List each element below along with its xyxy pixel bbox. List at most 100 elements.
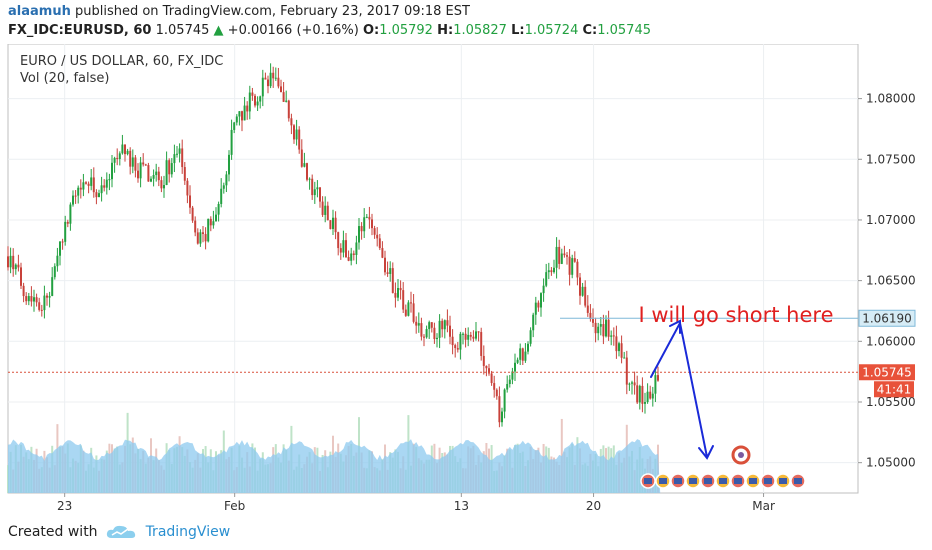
time-axis[interactable]: 23 Feb 13 20 Mar [57,493,775,513]
candle-body [139,162,142,179]
candle-body [368,216,371,220]
x-tick-label: 20 [586,499,601,513]
candle-body [459,333,462,350]
candle-body [332,217,334,229]
candle-body [59,241,61,256]
candle-body [607,319,610,337]
candle-body [347,257,350,261]
candle-body [568,256,571,275]
candle-body [342,240,345,253]
candle-body [625,357,628,385]
countdown-badge [874,381,914,398]
candle-body [594,322,597,334]
candle-body [246,105,249,112]
candle-body [280,86,282,93]
candle-body [160,180,163,189]
tradingview-brand[interactable]: TradingView [106,524,230,540]
candle-body [623,357,626,359]
candle-body [472,336,475,339]
candle-body [72,195,74,205]
candle-body [537,302,540,308]
candle-body [358,226,360,243]
event-flag-inner-icon [719,478,727,484]
candle-body [196,232,199,244]
candle-body [14,264,17,270]
close-value: 1.05745 [597,23,651,38]
candle-body [306,163,308,180]
up-arrow-icon: ▲ [213,23,224,38]
open-value: 1.05792 [379,23,433,38]
economic-event-flags[interactable] [640,473,806,489]
candle-body [25,296,28,302]
candle-body [420,323,423,337]
y-tick-label: 1.05500 [866,395,916,409]
candle-body [573,258,576,262]
candle-body [508,379,511,385]
candle-body [540,293,542,308]
candle-body [212,221,215,226]
event-flag-inner-icon [779,478,787,484]
candle-body [64,221,67,242]
candle-body [313,189,316,196]
candle-body [404,309,407,316]
countdown-label: 41:41 [877,382,912,396]
event-markers[interactable] [640,445,806,489]
event-marker-ring-icon[interactable] [731,445,751,465]
candle-body [103,185,106,188]
candle-body [259,96,262,102]
candle-body [475,331,477,339]
candle-body [254,95,256,106]
candle-body [553,267,555,273]
price-axis[interactable]: 1.08000 1.07500 1.07000 1.06500 1.06000 1.055… [858,92,916,470]
candle-body [220,188,223,204]
candle-body [384,257,386,273]
candle-body [373,228,376,235]
candle-body [654,375,657,394]
candle-body [282,92,285,102]
candle-body [225,174,228,186]
candle-body [412,303,415,322]
candlesticks [7,63,659,428]
candle-body [298,129,301,150]
candle-body [355,242,358,255]
candle-body [571,258,574,275]
event-flag-inner-icon [644,478,652,484]
candle-body [586,305,589,313]
publish-info: published on TradingView.com, February 2… [74,4,470,19]
candle-body [87,183,90,186]
candle-body [22,285,25,297]
candle-body [644,402,646,404]
candle-body [345,240,347,258]
candle-body [514,362,516,372]
candle-body [545,272,548,286]
y-tick-label: 1.05000 [866,456,916,470]
candle-body [147,165,150,182]
candle-body [337,232,340,249]
candle-body [649,391,652,399]
candle-body [602,324,605,337]
plot-area[interactable] [7,44,859,494]
candle-body [95,192,98,198]
annotation-arrows [650,319,714,460]
candle-body [321,201,324,215]
candle-body [69,204,72,224]
candle-body [560,253,563,264]
candle-body [501,411,503,423]
candle-body [98,193,100,198]
candle-body [191,207,194,221]
candle-body [155,171,158,176]
candle-body [581,286,584,296]
candle-body [415,321,418,326]
candle-body [407,302,410,316]
candle-body [207,218,210,242]
candle-body [529,330,532,344]
candle-body [402,290,405,310]
event-flag-inner-icon [734,478,742,484]
candle-body [449,325,451,337]
price-chart[interactable]: EURO / US DOLLAR, 60, FX_IDC Vol (20, fa… [0,44,932,516]
author-name[interactable]: alaamuh [8,4,71,19]
annotation-text: I will go short here [638,303,833,327]
candle-body [33,297,35,302]
candle-body [371,219,373,229]
marked-level-badge [858,309,916,327]
